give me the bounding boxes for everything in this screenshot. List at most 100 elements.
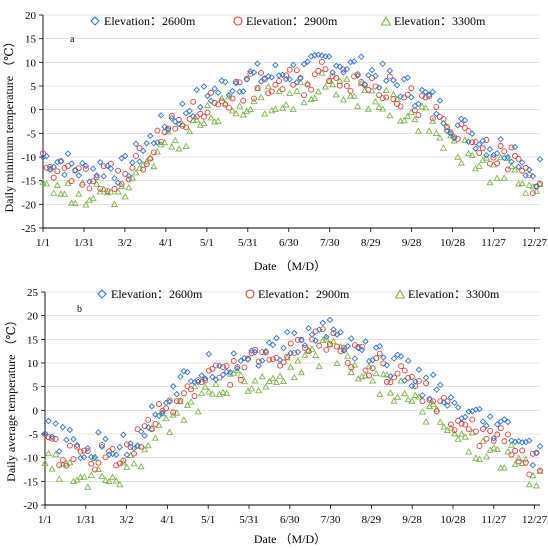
panel-b-label: b (77, 304, 82, 315)
data-point-2600m (118, 155, 125, 162)
data-point-3300m (132, 168, 140, 176)
data-point-3300m (203, 101, 212, 109)
data-point-2900m (476, 150, 483, 156)
data-point-2900m (329, 73, 336, 80)
panel-b: -20 -15 -10 -5 0 5 10 15 20 25 1/1 1/31 3/2 4/1 5/1 5/… (4, 287, 548, 546)
data-point-2900m (515, 458, 522, 465)
data-point-2600m (257, 78, 265, 85)
data-point-2600m (394, 351, 401, 359)
data-point-2600m (254, 60, 261, 67)
data-point-3300m (346, 92, 355, 99)
data-point-2900m (529, 190, 536, 197)
legend-label-3300m: Elevation：3300m (394, 14, 486, 28)
data-point-3300m (389, 90, 397, 98)
data-point-2600m (52, 420, 59, 427)
data-point-2600m (476, 405, 483, 413)
data-point-3300m (458, 430, 466, 437)
data-point-2600m (112, 451, 120, 458)
data-point-3300m (522, 189, 530, 196)
data-point-2600m (222, 78, 229, 86)
data-point-2900m (433, 408, 440, 415)
y-tick-label: 15 (25, 34, 37, 46)
data-point-2600m (536, 442, 544, 450)
data-point-3300m (66, 458, 74, 466)
data-point-2600m (319, 319, 327, 327)
data-point-2600m (154, 139, 161, 146)
data-point-3300m (228, 106, 237, 114)
data-point-2600m (344, 342, 351, 350)
y-tick-label: -15 (21, 176, 36, 188)
data-point-2600m (522, 172, 529, 179)
data-point-2900m (81, 447, 88, 454)
data-point-2600m (147, 132, 154, 140)
data-point-3300m (329, 80, 337, 88)
data-point-3300m (109, 473, 117, 480)
data-point-3300m (314, 87, 322, 95)
data-point-3300m (287, 363, 295, 370)
data-point-2900m (68, 178, 75, 184)
data-point-3300m (515, 454, 523, 461)
data-point-2900m (465, 128, 472, 135)
data-point-2900m (480, 425, 486, 432)
data-point-2600m (526, 166, 533, 173)
data-point-2900m (479, 145, 486, 152)
data-point-2900m (302, 344, 308, 351)
data-point-2900m (84, 448, 91, 455)
data-point-2600m (212, 376, 220, 383)
data-point-2600m (172, 118, 179, 125)
data-point-2900m (283, 72, 290, 79)
data-point-2600m (255, 362, 262, 369)
data-point-2900m (56, 462, 63, 469)
data-point-3300m (332, 90, 340, 98)
data-point-2600m (461, 116, 469, 124)
data-point-2600m (343, 65, 351, 73)
data-point-2600m (129, 159, 136, 166)
data-point-2900m (386, 73, 393, 80)
data-point-2600m (120, 431, 127, 438)
data-point-3300m (289, 105, 297, 113)
data-point-2900m (54, 168, 61, 175)
data-point-2900m (93, 174, 100, 181)
data-point-2900m (362, 367, 369, 374)
data-point-2600m (193, 86, 200, 94)
data-point-2900m (266, 356, 273, 363)
data-point-2600m (350, 58, 358, 65)
data-point-2600m (479, 418, 487, 425)
data-point-3300m (532, 187, 540, 194)
data-point-2900m (134, 426, 141, 433)
data-point-2600m (134, 442, 141, 449)
panel-b-x-axis-label: Date （M/D） (254, 532, 326, 546)
data-point-2600m (387, 373, 394, 380)
data-point-2600m (93, 172, 100, 179)
data-point-2600m (365, 357, 373, 365)
data-point-2600m (440, 120, 447, 127)
data-point-2600m (337, 328, 344, 336)
data-point-2600m (223, 368, 230, 375)
data-point-2900m (100, 163, 107, 170)
data-point-2900m (204, 109, 211, 116)
data-point-2900m (133, 152, 139, 159)
data-point-3300m (110, 200, 119, 208)
data-point-2600m (250, 69, 258, 76)
data-point-2900m (526, 471, 533, 478)
data-point-2900m (293, 67, 300, 74)
data-point-3300m (60, 190, 69, 197)
data-point-2600m (340, 347, 348, 354)
data-point-2900m (97, 185, 104, 192)
data-point-2900m (340, 66, 347, 73)
data-point-2900m (501, 438, 508, 445)
data-point-3300m (255, 386, 263, 394)
data-point-2600m (63, 436, 70, 444)
y-tick-label: -5 (27, 128, 37, 140)
x-tick-label: 10/28 (440, 237, 466, 249)
data-point-2600m (425, 91, 433, 99)
data-point-3300m (422, 418, 430, 425)
legend-diamond-marker (97, 289, 107, 299)
data-point-2600m (216, 362, 223, 369)
y-tick-label: -25 (21, 223, 36, 235)
data-point-2900m (408, 85, 415, 92)
data-point-2600m (225, 91, 233, 99)
data-point-2900m (462, 421, 469, 428)
data-point-2900m (286, 66, 293, 73)
data-point-2900m (308, 86, 315, 93)
